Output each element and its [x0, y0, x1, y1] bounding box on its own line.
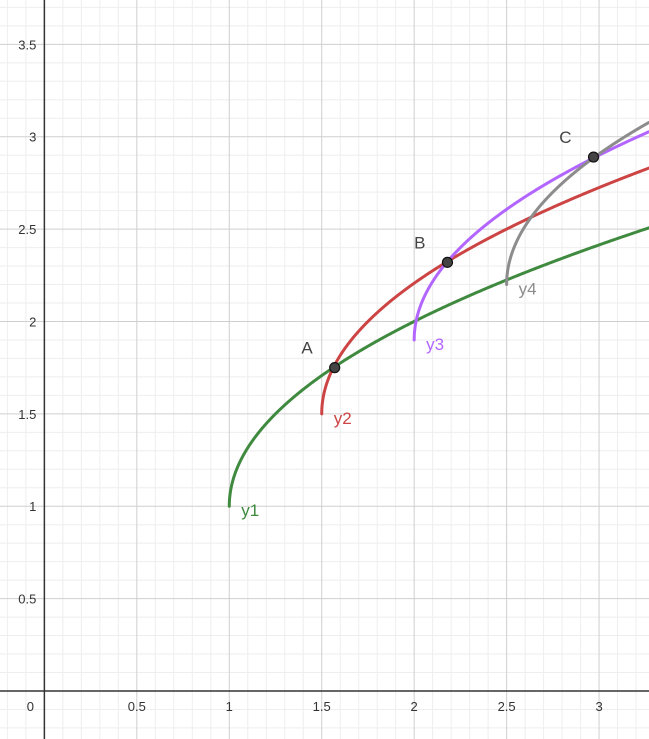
x-tick-label: 0.5	[128, 699, 146, 714]
tick-labels: 0.5 1 1.5 2 2.5 3 0.5 1 1.5 2 2.5 3 3.5 0	[18, 37, 602, 714]
y-tick-label: 3	[29, 130, 36, 145]
x-tick-label: 1.5	[313, 699, 331, 714]
point-A-label: A	[301, 339, 313, 358]
series-y2-curve	[320, 166, 649, 416]
y-tick-label: 2.5	[18, 222, 36, 237]
point-B-label: B	[414, 233, 425, 252]
series-y3-curve	[412, 130, 649, 342]
y-tick-label: 3.5	[18, 37, 36, 52]
x-tick-label: 3	[595, 699, 602, 714]
curve-labels: y1 y2 y3 y4	[241, 280, 536, 521]
curves	[227, 120, 649, 508]
series-y4-curve	[505, 120, 649, 287]
series-y1-label: y1	[241, 501, 259, 520]
series-y3-label: y3	[426, 335, 444, 354]
point-B-marker	[441, 256, 454, 268]
point-A-marker	[329, 362, 341, 374]
series-y4-label: y4	[519, 280, 537, 299]
x-tick-label: 2.5	[498, 699, 516, 714]
point-C-marker	[587, 151, 600, 163]
x-tick-label: 2	[411, 699, 418, 714]
series-y2-label: y2	[334, 409, 352, 428]
x-tick-label: 1	[226, 699, 233, 714]
point-C-label: C	[559, 128, 571, 147]
intersection-points: A B C	[301, 128, 600, 374]
y-tick-label: 2	[29, 314, 36, 329]
y-tick-label: 1.5	[18, 407, 36, 422]
origin-label: 0	[27, 699, 34, 714]
y-tick-label: 0.5	[18, 592, 36, 607]
y-tick-label: 1	[29, 499, 36, 514]
